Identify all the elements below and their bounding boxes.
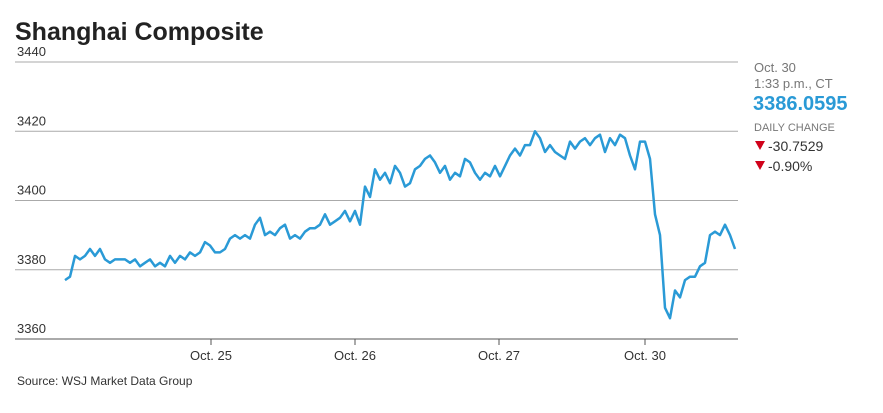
x-tick-label: Oct. 26: [334, 348, 376, 363]
y-tick-label: 3440: [17, 44, 46, 59]
quote-date: Oct. 30: [754, 60, 796, 75]
change-pct: -0.90%: [768, 158, 812, 174]
chart-title: Shanghai Composite: [15, 18, 264, 46]
y-tick-label: 3420: [17, 113, 46, 128]
quote-last: 3386.0595: [753, 93, 848, 115]
x-tick-label: Oct. 30: [624, 348, 666, 363]
y-tick-label: 3400: [17, 183, 46, 198]
y-tick-label: 3360: [17, 321, 46, 336]
down-arrow: [755, 161, 765, 170]
change: -30.7529: [768, 138, 823, 154]
x-tick-label: Oct. 25: [190, 348, 232, 363]
y-tick-label: 3380: [17, 252, 46, 267]
change-label: DAILY CHANGE: [754, 122, 835, 134]
source: Source: WSJ Market Data Group: [17, 374, 193, 388]
price-line: [64, 130, 737, 320]
down-arrow: [755, 141, 765, 150]
x-tick-label: Oct. 27: [478, 348, 520, 363]
quote-time: 1:33 p.m., CT: [754, 76, 833, 91]
